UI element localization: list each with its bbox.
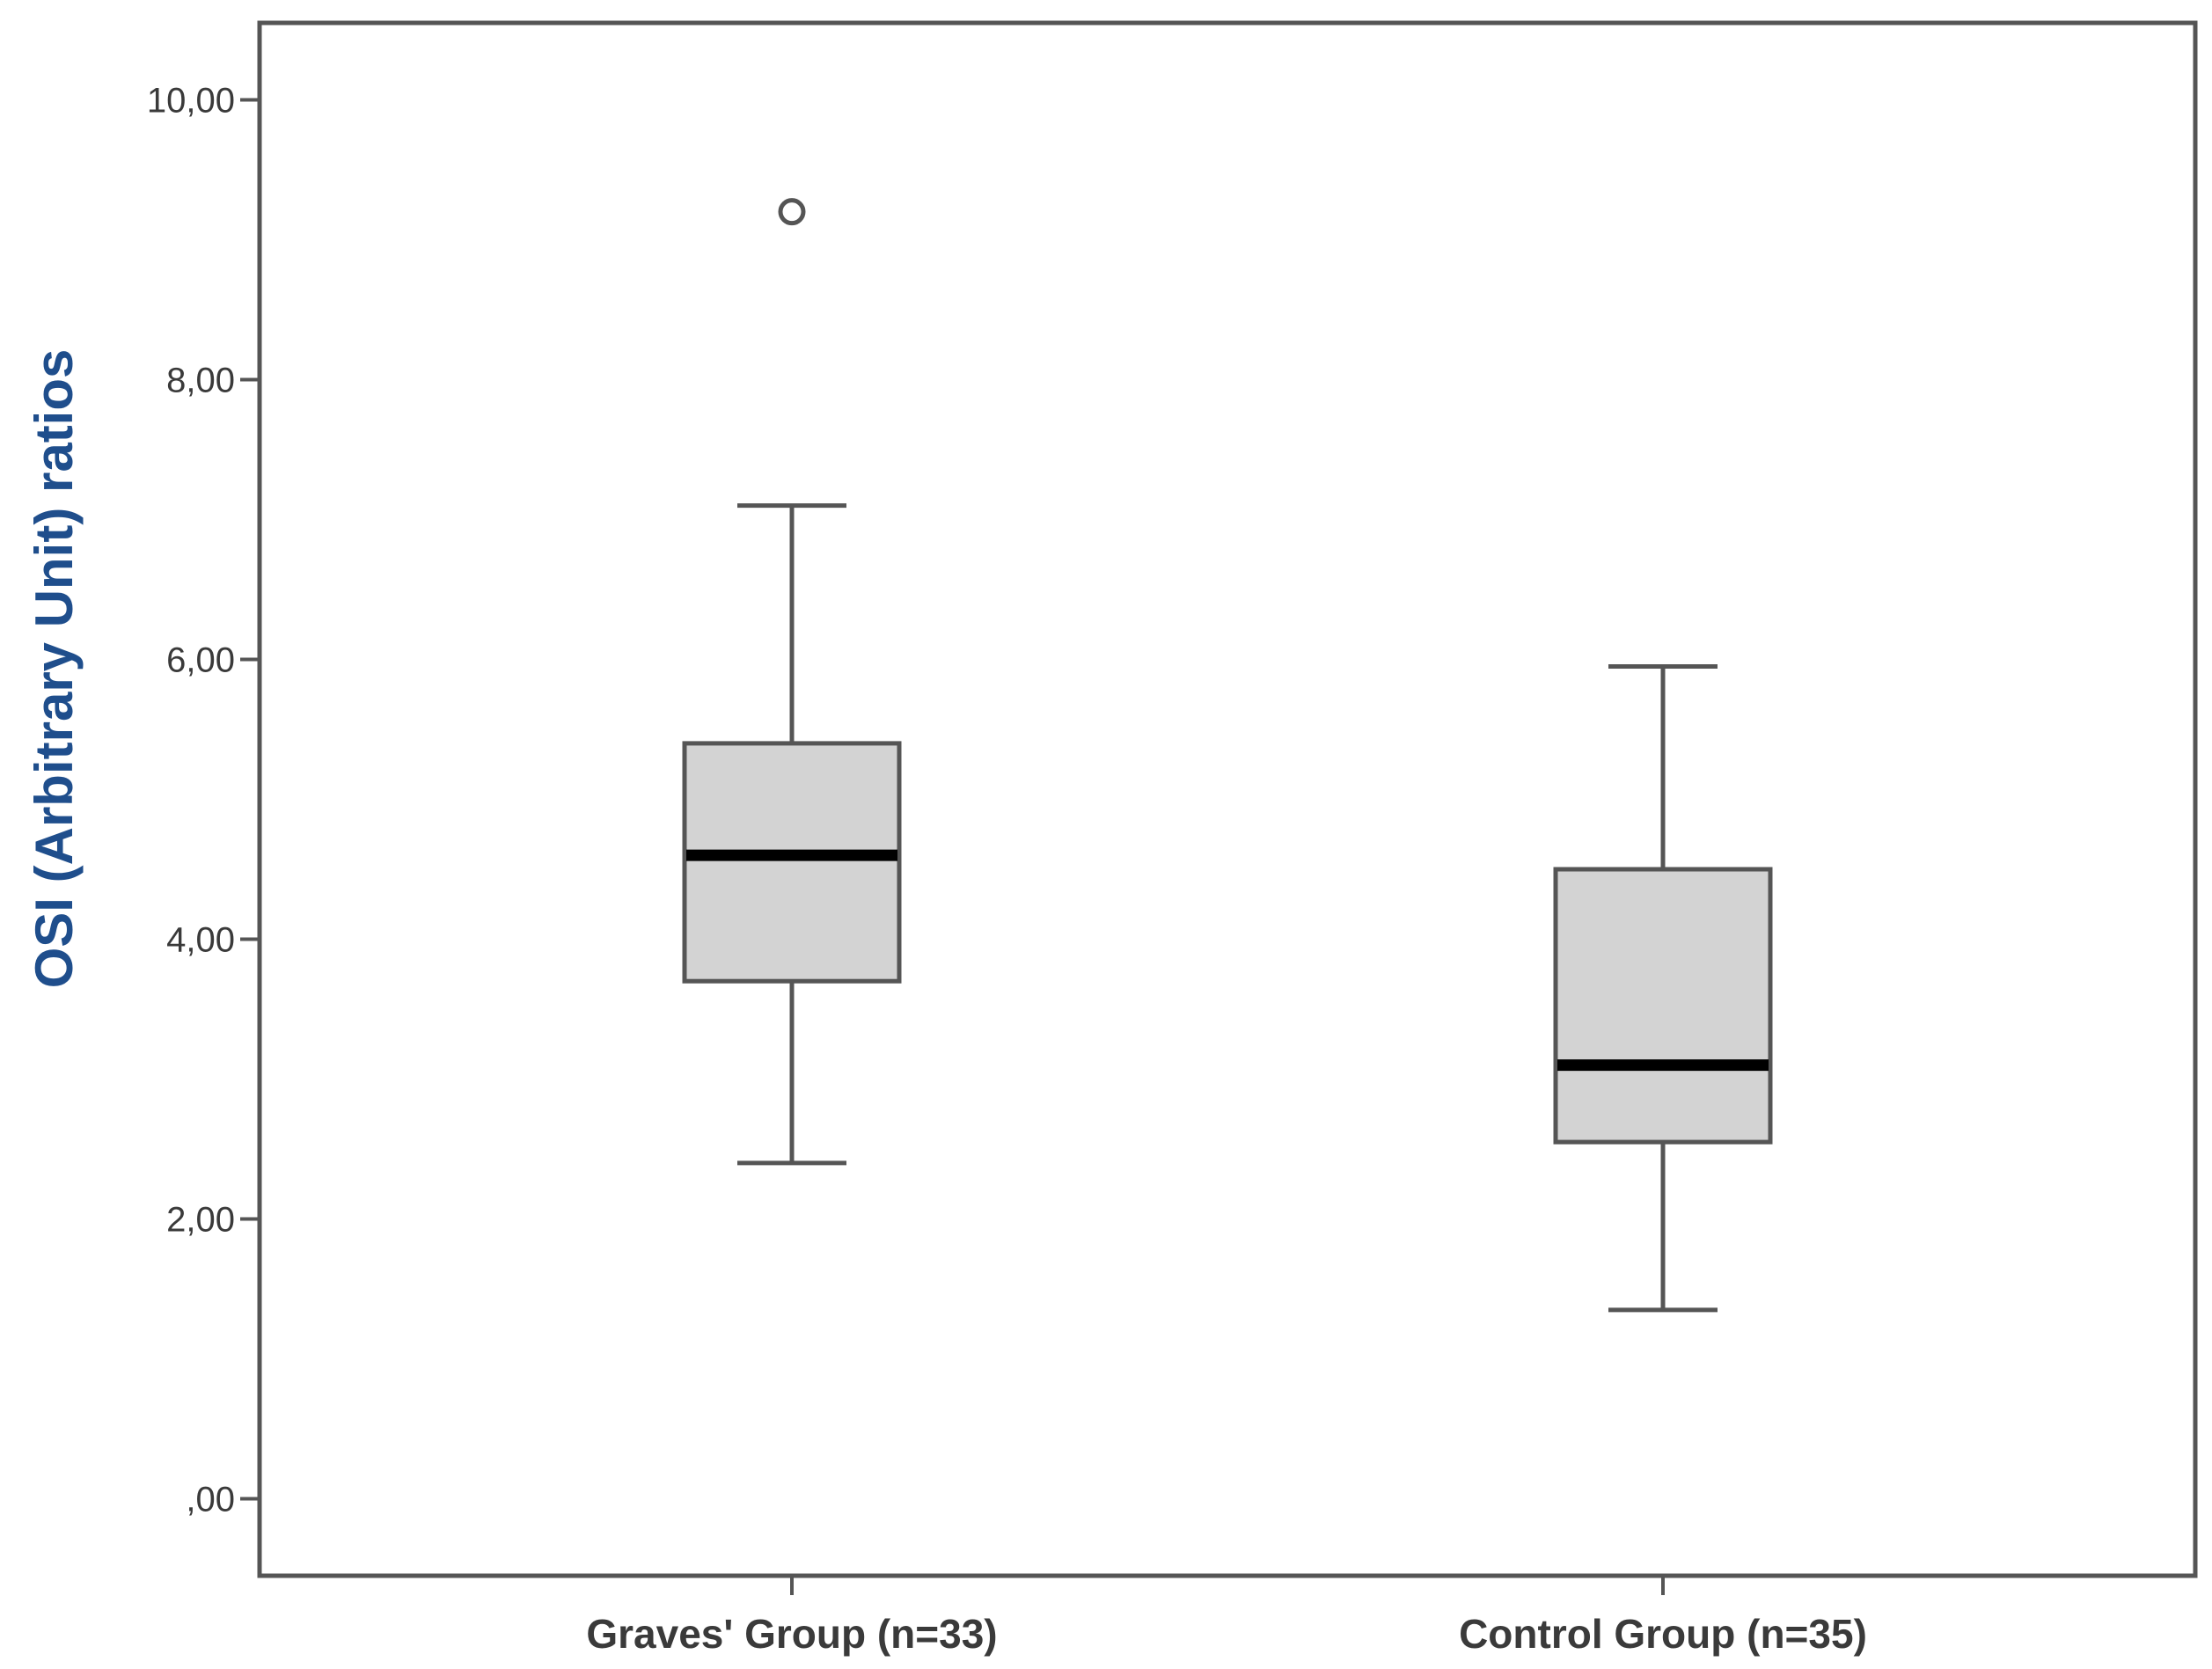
x-category-label: Control Group (n=35) <box>1459 1611 1867 1657</box>
box-group <box>682 198 902 1166</box>
y-tick-label: 10,00 <box>147 81 235 120</box>
plot-frame <box>257 20 2198 1578</box>
y-tick-label: 8,00 <box>166 361 235 399</box>
iqr-box <box>1553 867 1773 1145</box>
y-tick-label: 4,00 <box>166 921 235 960</box>
y-tick-label: ,00 <box>186 1481 235 1519</box>
y-axis-title: OSI (Arbitrary Unit) ratios <box>25 349 84 989</box>
x-axis: Graves' Group (n=33) Control Group (n=35) <box>586 1576 1867 1657</box>
x-category-label: Graves' Group (n=33) <box>586 1611 997 1657</box>
iqr-box <box>682 741 902 984</box>
outlier-point <box>778 198 806 226</box>
boxes-layer <box>682 198 1773 1313</box>
y-axis: ,00 2,00 4,00 6,00 8,00 10,00 <box>147 81 260 1519</box>
y-tick-label: 2,00 <box>166 1201 235 1240</box>
box-group <box>1553 663 1773 1313</box>
y-tick-label: 6,00 <box>166 641 235 679</box>
